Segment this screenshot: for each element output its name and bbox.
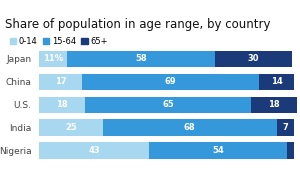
Text: 69: 69 [165, 77, 176, 86]
Bar [67, 51, 215, 67]
Text: 17: 17 [55, 77, 67, 86]
Text: 18: 18 [56, 100, 68, 109]
Text: 7: 7 [283, 123, 288, 132]
Bar [251, 96, 297, 113]
Bar [287, 142, 294, 159]
Text: 25: 25 [65, 123, 77, 132]
Text: 54: 54 [212, 146, 224, 155]
Bar [103, 119, 277, 136]
Bar [85, 96, 251, 113]
Bar [259, 74, 294, 90]
Bar [215, 51, 292, 67]
Legend: 0-14, 15-64, 65+: 0-14, 15-64, 65+ [10, 37, 107, 46]
Text: 18: 18 [268, 100, 280, 109]
Text: 65: 65 [162, 100, 174, 109]
Bar [277, 119, 294, 136]
Bar [39, 119, 103, 136]
Bar [39, 96, 85, 113]
Bar [39, 51, 67, 67]
Bar [39, 142, 149, 159]
Text: 14: 14 [271, 77, 282, 86]
Bar [149, 142, 287, 159]
Text: 43: 43 [88, 146, 100, 155]
Bar [39, 74, 82, 90]
Text: 58: 58 [135, 54, 147, 63]
Text: 11%: 11% [43, 54, 63, 63]
Bar [82, 74, 259, 90]
Text: 68: 68 [184, 123, 196, 132]
Text: Share of population in age range, by country: Share of population in age range, by cou… [5, 18, 271, 31]
Text: 30: 30 [248, 54, 259, 63]
